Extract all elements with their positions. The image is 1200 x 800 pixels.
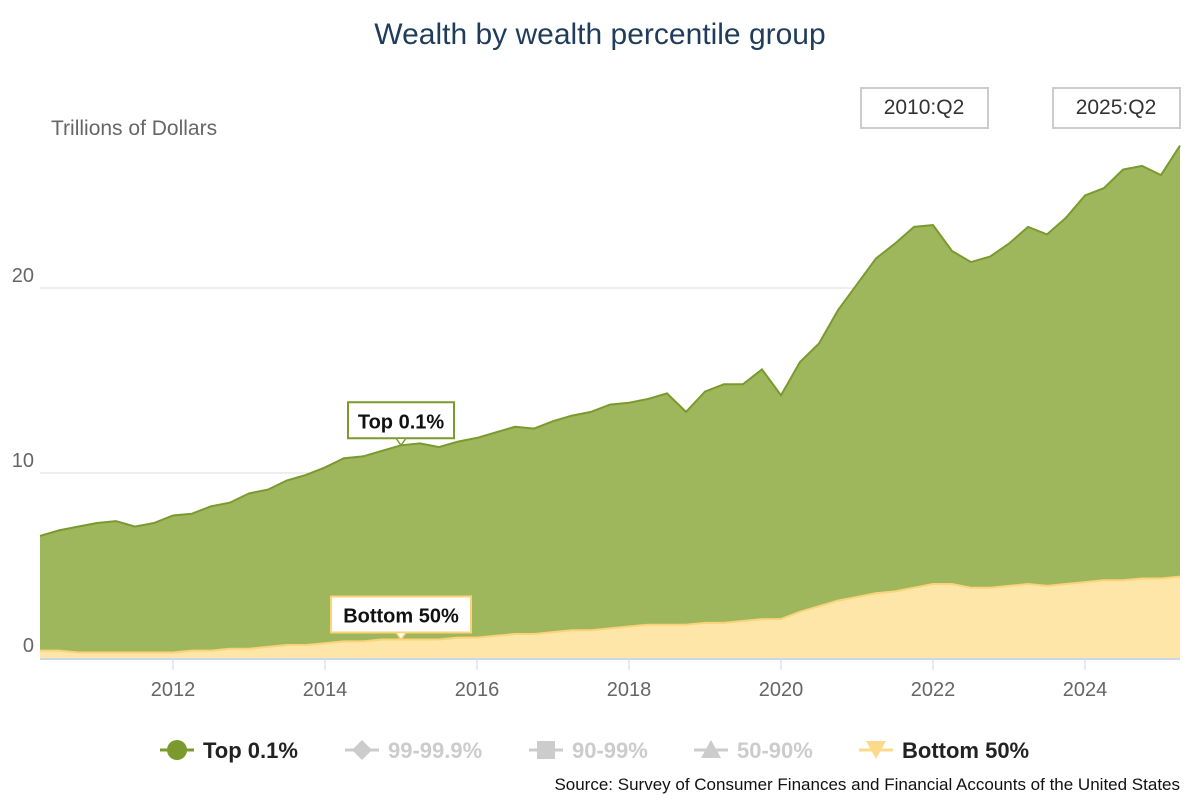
area-series	[39, 145, 1181, 659]
legend-label: 50-90%	[737, 738, 813, 763]
triangle-down-marker-icon	[866, 741, 886, 759]
range-start-label: 2010:Q2	[884, 96, 965, 119]
legend-label: Top 0.1%	[203, 738, 298, 763]
x-tick-label: 2014	[303, 679, 348, 701]
legend-item-top-0-1[interactable]: Top 0.1%	[160, 738, 298, 763]
annotation-top-0-1: Top 0.1%	[347, 401, 455, 447]
annotation-label: Top 0.1%	[358, 411, 445, 433]
legend-item-bottom-50[interactable]: Bottom 50%	[859, 738, 1029, 763]
y-axis-label: Trillions of Dollars	[51, 117, 217, 140]
area-bottom-50	[40, 576, 1180, 658]
line-bottom-50	[40, 575, 1181, 654]
area-top-0-1	[40, 145, 1180, 659]
x-tick-label: 2020	[759, 679, 804, 701]
diamond-marker-icon	[352, 740, 372, 760]
chart-title: Wealth by wealth percentile group	[374, 18, 825, 51]
range-end-label: 2025:Q2	[1076, 96, 1157, 119]
range-end-button[interactable]: 2025:Q2	[1052, 87, 1181, 129]
y-tick-label: 10	[12, 450, 34, 472]
legend-item-99-99-9[interactable]: 99-99.9%	[345, 738, 482, 763]
x-tick-label: 2024	[1063, 679, 1108, 701]
annotations: Top 0.1% Bottom 50%	[330, 401, 472, 641]
square-marker-icon	[537, 741, 555, 759]
legend-label: 99-99.9%	[388, 738, 482, 763]
x-tick-label: 2018	[607, 679, 652, 701]
x-tick-label: 2022	[911, 679, 956, 701]
annotation-bottom-50: Bottom 50%	[330, 595, 472, 641]
legend-label: 90-99%	[572, 738, 648, 763]
legend-item-90-99[interactable]: 90-99%	[529, 738, 648, 763]
legend: Top 0.1% 99-99.9% 90-99% 50-90% Bottom 50%	[160, 738, 1029, 763]
range-start-button[interactable]: 2010:Q2	[860, 87, 989, 129]
x-tick-label: 2016	[455, 679, 500, 701]
legend-item-50-90[interactable]: 50-90%	[694, 738, 813, 763]
x-tick-label: 2012	[151, 679, 196, 701]
legend-label: Bottom 50%	[902, 738, 1029, 763]
axes: 0 10 20 2012 2014 2016 2018 2020 2022 2024	[12, 265, 1180, 701]
circle-marker-icon	[167, 740, 187, 760]
y-tick-label: 0	[23, 635, 34, 657]
y-tick-label: 20	[12, 265, 34, 287]
source-note: Source: Survey of Consumer Finances and …	[554, 775, 1180, 794]
line-top-0-1	[39, 145, 1181, 537]
triangle-marker-icon	[701, 740, 721, 758]
annotation-label: Bottom 50%	[343, 606, 459, 628]
